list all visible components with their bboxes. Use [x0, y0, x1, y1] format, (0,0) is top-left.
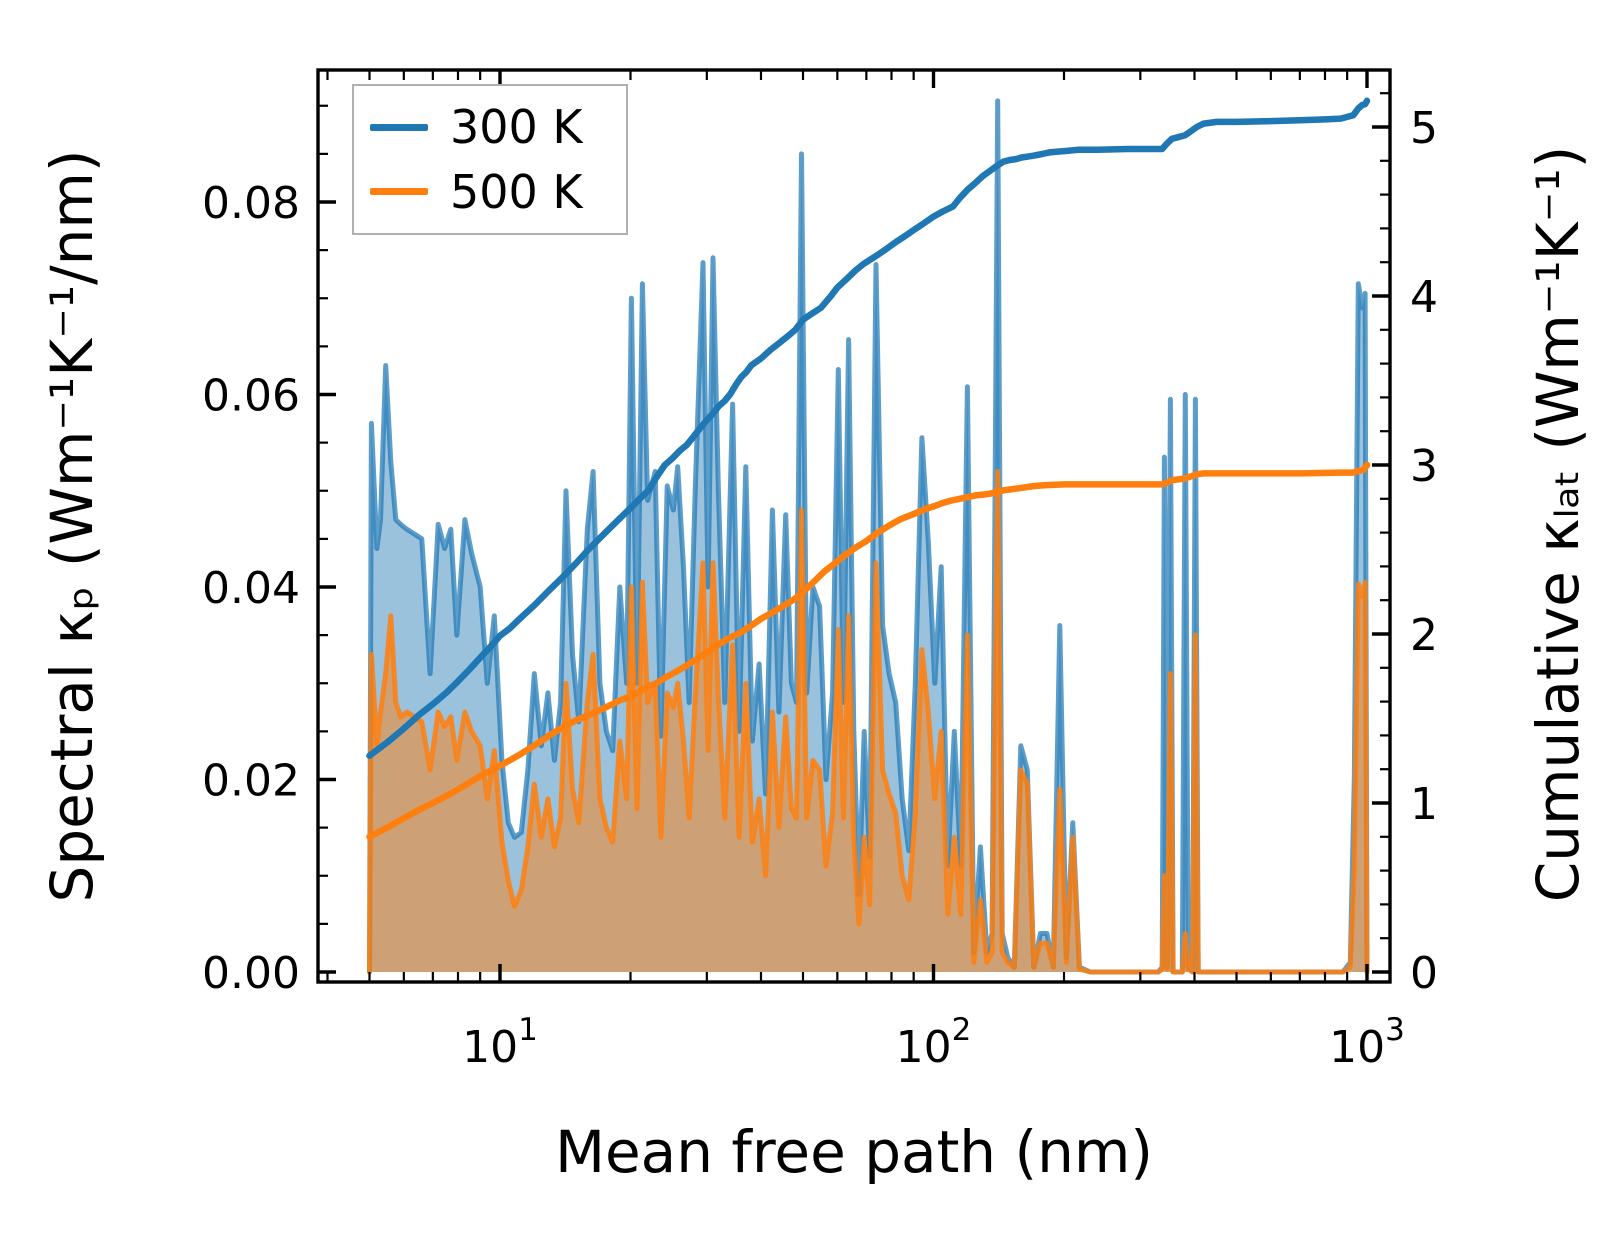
- y-right-tick-label: 4: [1410, 272, 1438, 323]
- spectral-500K-fill: [369, 471, 1367, 972]
- y-left-tick-label: 0.02: [202, 756, 300, 807]
- x-tick-label: 103: [1329, 1012, 1405, 1073]
- legend-item-300k: 300 K: [370, 104, 626, 150]
- legend: 300 K 500 K: [352, 84, 628, 235]
- legend-line-swatch-500k: [370, 188, 428, 196]
- legend-label-500k: 500 K: [450, 164, 583, 219]
- x-axis-label: Mean free path (nm): [555, 1118, 1153, 1186]
- y-left-tick-label: 0.00: [202, 948, 300, 999]
- y-left-tick-label: 0.06: [202, 371, 300, 422]
- cumulative-500K-line: [366, 461, 1371, 841]
- legend-label-300k: 300 K: [450, 100, 583, 155]
- spectral-500K-line: [367, 469, 1370, 975]
- y-left-axis-label: Spectral κₚ (Wm⁻¹K⁻¹/nm): [38, 149, 106, 902]
- x-tick-label: 101: [462, 1012, 538, 1073]
- legend-line-swatch-300k: [370, 123, 428, 131]
- y-left-tick-label: 0.04: [202, 563, 300, 614]
- legend-item-500k: 500 K: [370, 169, 626, 215]
- axes-spines: [316, 68, 1392, 984]
- y-right-tick-label: 5: [1410, 103, 1438, 154]
- y-right-tick-label: 0: [1410, 948, 1438, 999]
- y-right-axis-label: Cumulative κₗₐₜ (Wm⁻¹K⁻¹): [1524, 146, 1592, 902]
- y-right-tick-label: 3: [1410, 441, 1438, 492]
- cumulative-300K-line: [366, 97, 1371, 759]
- y-right-tick-label: 2: [1410, 610, 1438, 661]
- x-tick-label: 102: [896, 1012, 972, 1073]
- y-left-tick-label: 0.08: [202, 178, 300, 229]
- y-right-tick-label: 1: [1410, 779, 1438, 830]
